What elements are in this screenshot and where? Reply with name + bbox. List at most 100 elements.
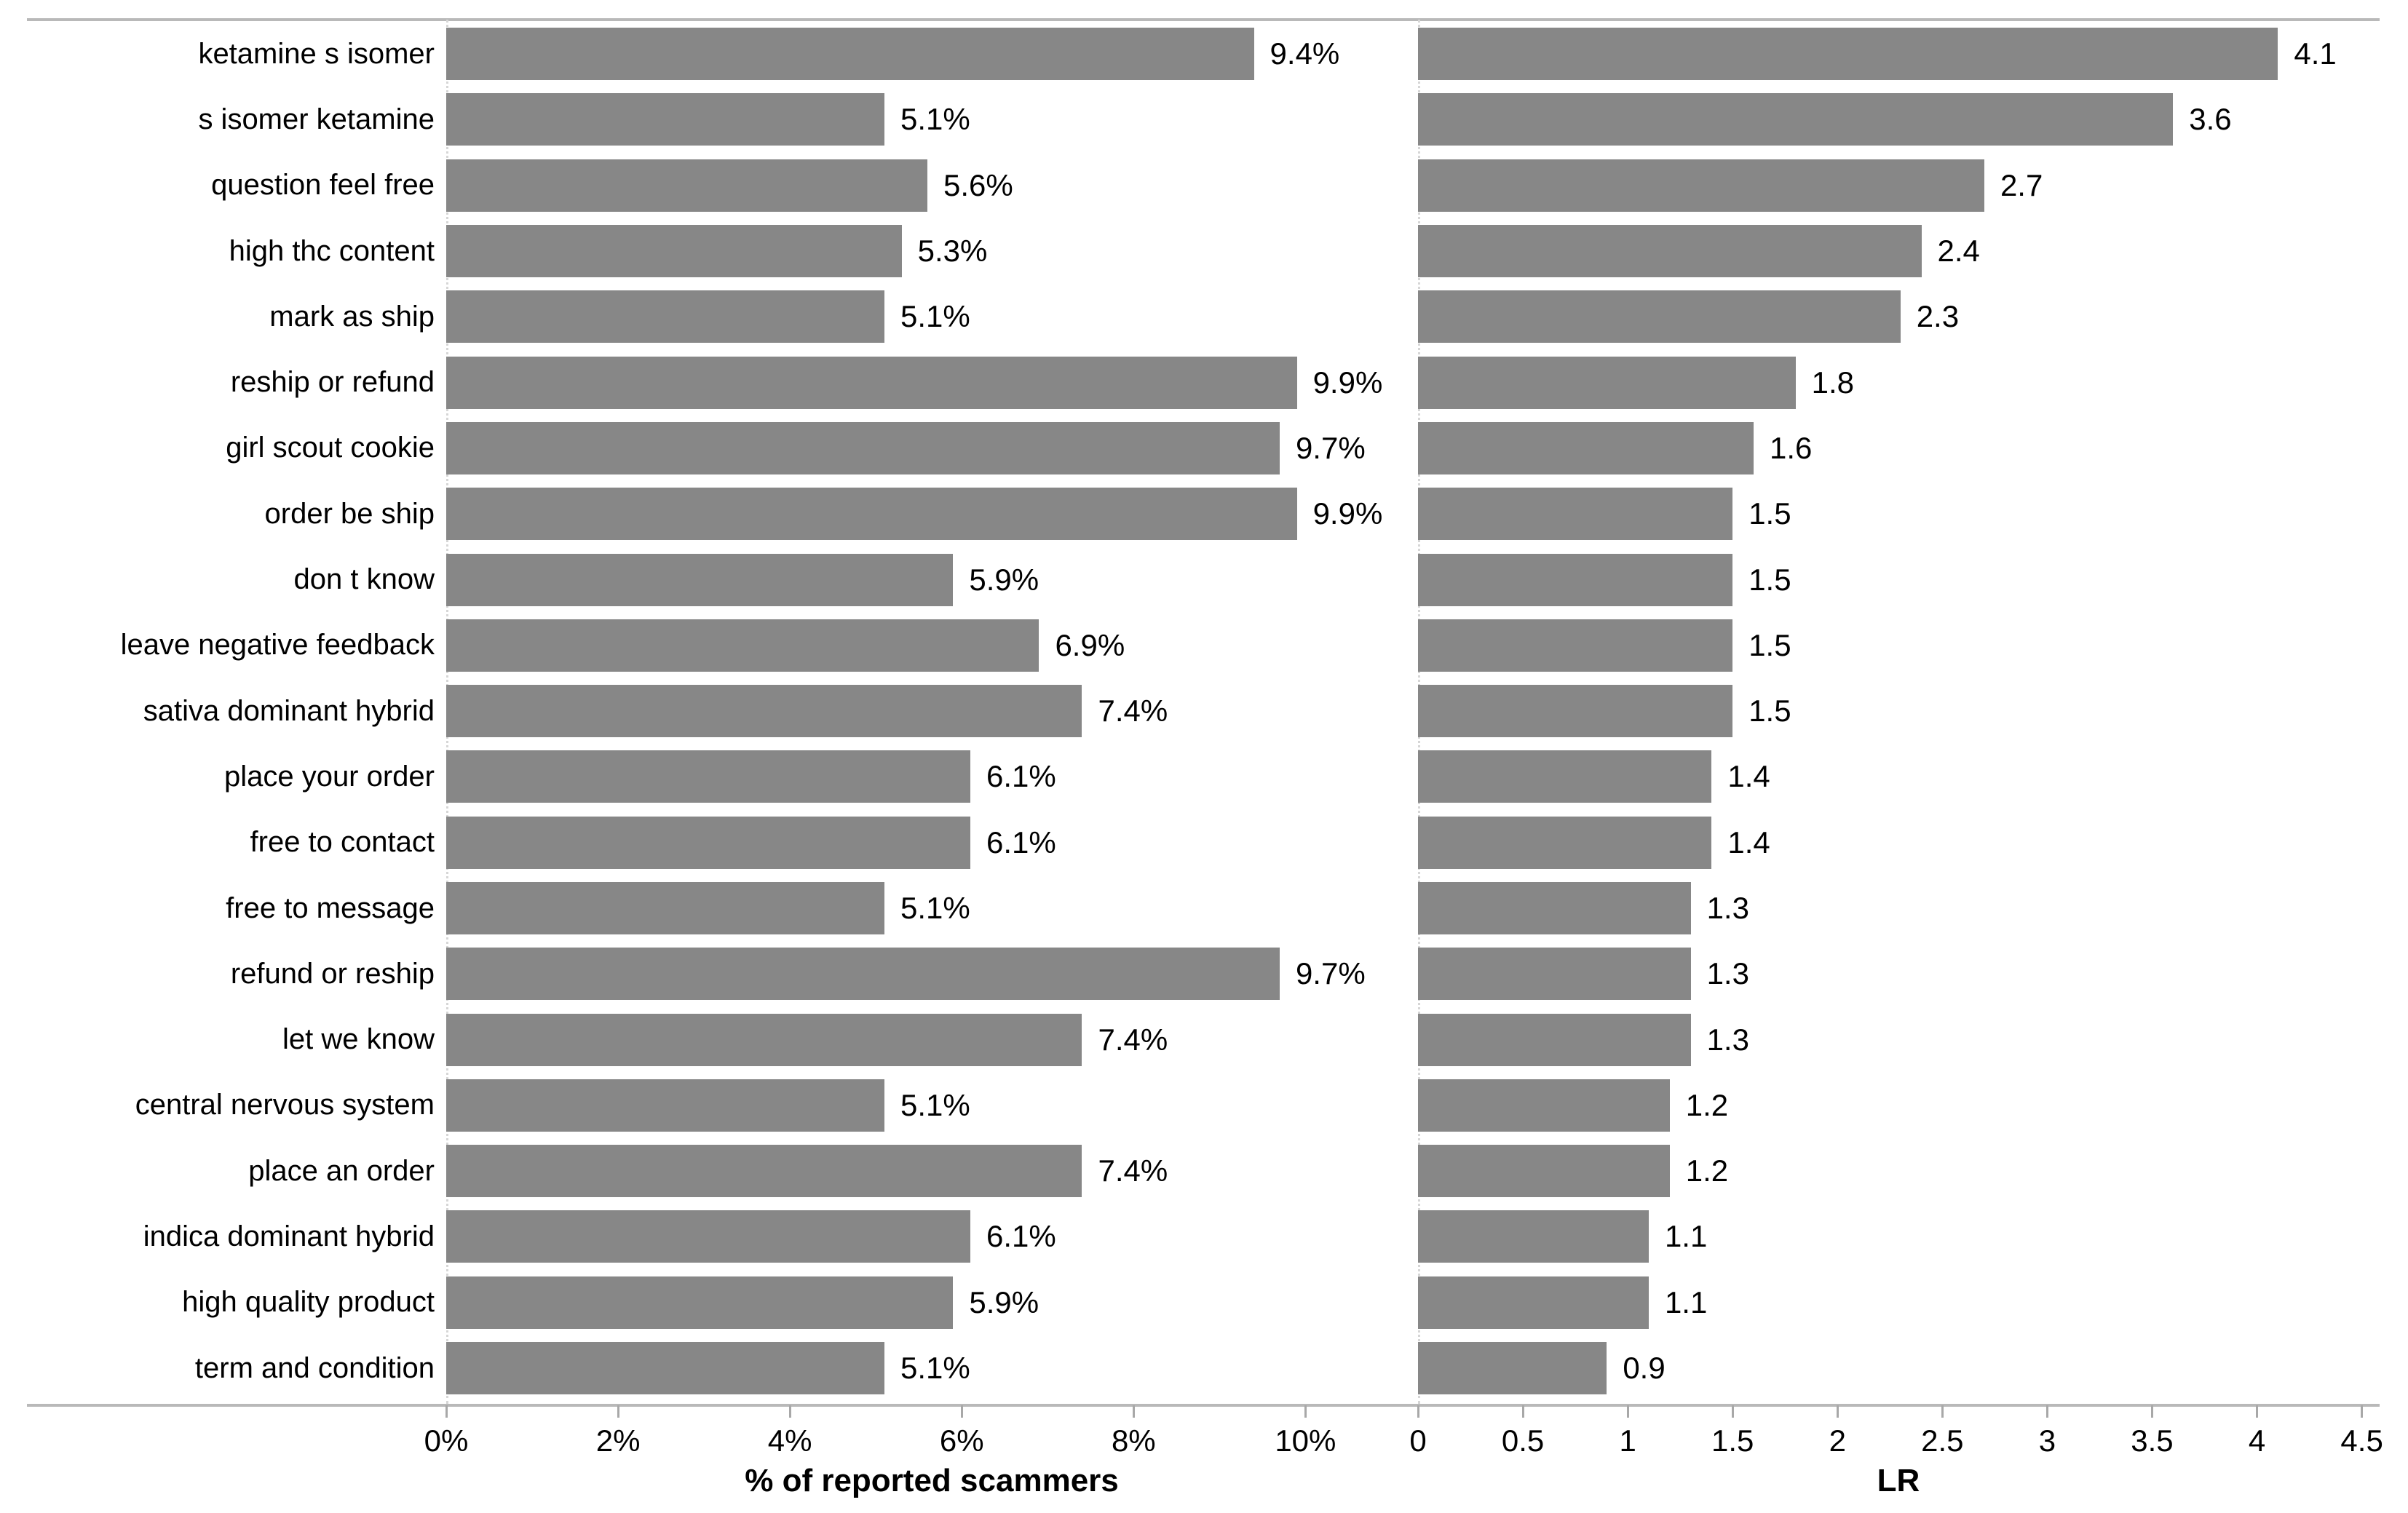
lr-bar [1418,750,1712,803]
lr-panel-cell: 1.5 [1418,613,2408,678]
pct-panel-cell: 5.9% [446,1270,1418,1335]
pct-bar [446,93,884,146]
lr-panel-cell: 1.2 [1418,1073,2408,1138]
category-label: order be ship [264,497,435,530]
lr-value-label: 1.1 [1664,1284,1708,1319]
right-axis-tick-label: 4.5 [2340,1423,2383,1458]
lr-bar [1418,356,1796,409]
category-label: high thc content [229,234,435,267]
lr-panel-cell: 1.5 [1418,547,2408,612]
right-axis-tick-label: 0 [1409,1423,1427,1458]
lr-value-label: 0.9 [1623,1351,1666,1386]
left-axis-tick-label: 6% [939,1423,984,1458]
lr-panel-cell: 1.5 [1418,678,2408,744]
category-label: refund or reship [230,957,435,990]
pct-panel-cell: 7.4% [446,1006,1418,1072]
lr-bar [1418,421,1754,474]
category-label: indica dominant hybrid [143,1220,435,1252]
lr-panel-cell: 1.1 [1418,1270,2408,1335]
chart-row: free to message 5.1% 1.3 [0,875,2408,941]
left-axis-tick-label: 4% [767,1423,812,1458]
left-axis-title: % of reported scammers [745,1463,1119,1498]
pct-value-label: 9.7% [1295,430,1366,465]
pct-bar [446,948,1280,1001]
right-axis-title: LR [1877,1463,1920,1498]
pct-bar [446,1276,954,1329]
category-label: girl scout cookie [226,432,435,464]
lr-bar [1418,290,1901,343]
left-axis-tick [1132,1405,1135,1418]
lr-value-label: 1.6 [1770,430,1813,465]
chart-row: leave negative feedback 6.9% 1.5 [0,613,2408,678]
category-label: reship or refund [230,366,435,399]
right-axis-tick [2045,1405,2048,1418]
right-axis-tick [1521,1405,1524,1418]
right-axis-tick [2150,1405,2153,1418]
lr-bar [1418,1342,1607,1395]
lr-bar [1418,1013,1691,1066]
right-axis-tick-label: 1 [1619,1423,1636,1458]
lr-panel-cell: 4.1 [1418,21,2408,87]
lr-bar [1418,685,1733,738]
pct-panel-cell: 7.4% [446,678,1418,744]
chart-row: sativa dominant hybrid 7.4% 1.5 [0,678,2408,744]
category-label: place your order [223,760,435,793]
chart-row: ketamine s isomer 9.4% 4.1 [0,21,2408,87]
pct-bar [446,1145,1082,1198]
chart-row: term and condition 5.1% 0.9 [0,1335,2408,1401]
pct-bar [446,421,1280,474]
lr-value-label: 1.5 [1748,627,1791,662]
pct-value-label: 7.4% [1098,1153,1168,1188]
chart-row: order be ship 9.9% 1.5 [0,481,2408,547]
category-label: central nervous system [135,1089,435,1121]
pct-bar [446,488,1297,541]
category-label: mark as ship [269,300,435,333]
lr-panel-cell: 1.4 [1418,810,2408,875]
chart-row: place an order 7.4% 1.2 [0,1138,2408,1204]
lr-value-label: 1.4 [1727,825,1770,859]
lr-value-label: 1.5 [1748,496,1791,531]
pct-bar [446,356,1297,409]
category-label: ketamine s isomer [198,37,435,70]
lr-bar [1418,28,2278,81]
lr-bar [1418,159,1984,212]
lr-bar [1418,93,2174,146]
right-axis-tick-label: 2.5 [1921,1423,1964,1458]
category-label: don t know [293,563,435,596]
chart-row: reship or refund 9.9% 1.8 [0,349,2408,415]
lr-value-label: 2.7 [2000,167,2043,202]
left-axis-tick-label: 8% [1111,1423,1156,1458]
lr-panel-cell: 1.3 [1418,941,2408,1006]
lr-value-label: 1.2 [1685,1087,1729,1122]
lr-bar [1418,948,1691,1001]
left-axis-tick [445,1405,448,1418]
pct-panel-cell: 9.7% [446,941,1418,1006]
lr-panel-cell: 1.6 [1418,416,2408,481]
pct-value-label: 5.3% [917,234,988,269]
lr-bar [1418,1079,1670,1132]
pct-bar [446,750,971,803]
lr-value-label: 1.3 [1706,891,1749,925]
lr-panel-cell: 1.5 [1418,481,2408,547]
lr-panel-cell: 1.8 [1418,349,2408,415]
lr-panel-cell: 1.3 [1418,1006,2408,1072]
lr-panel-cell: 2.4 [1418,218,2408,284]
pct-panel-cell: 5.1% [446,875,1418,941]
lr-bar [1418,619,1733,672]
lr-value-label: 1.3 [1706,956,1749,991]
pct-value-label: 6.1% [986,759,1056,794]
category-label: free to message [226,891,435,924]
category-label: high quality product [182,1286,435,1319]
pct-value-label: 6.1% [986,1219,1056,1254]
pct-panel-cell: 6.1% [446,810,1418,875]
pct-value-label: 5.1% [900,891,970,925]
pct-bar [446,159,927,212]
chart-rows: ketamine s isomer 9.4% 4.1 s isomer ketamin… [0,21,2408,1401]
left-axis-tick [1304,1405,1307,1418]
pct-value-label: 9.7% [1295,956,1366,991]
pct-value-label: 9.9% [1312,365,1383,400]
category-label: s isomer ketamine [198,103,435,135]
pct-panel-cell: 5.1% [446,87,1418,152]
pct-value-label: 5.1% [900,102,970,137]
pct-panel-cell: 6.1% [446,744,1418,809]
